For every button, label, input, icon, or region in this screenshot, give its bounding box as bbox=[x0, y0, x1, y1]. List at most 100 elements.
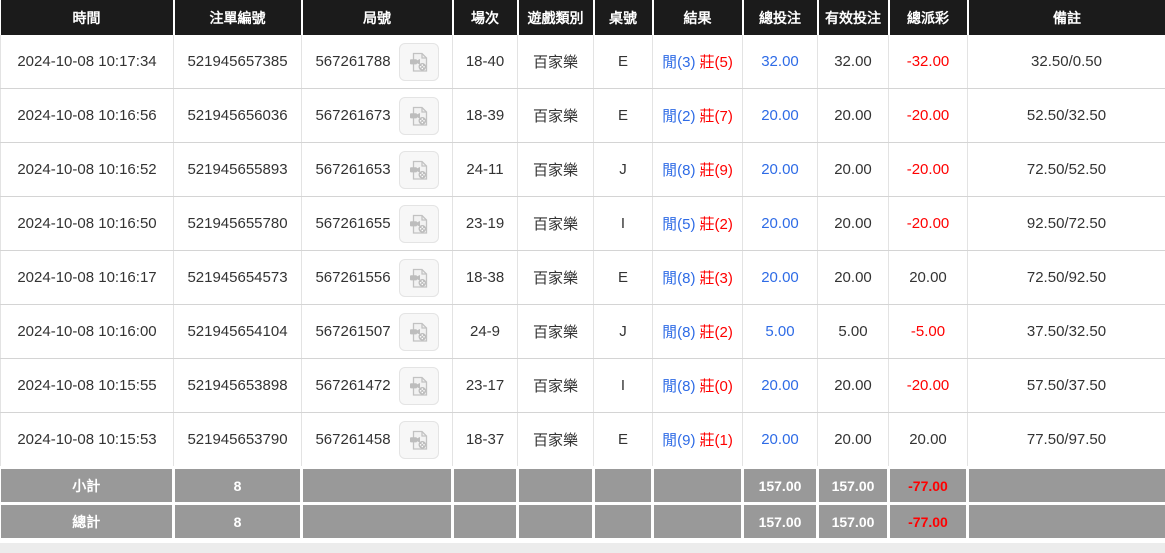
bet-id-cell: 521945655893 bbox=[173, 142, 302, 197]
summary-empty-game bbox=[517, 502, 595, 538]
summary-row: 總計 8 157.00 157.00 -77.00 bbox=[0, 502, 1165, 538]
session-cell: 23-17 bbox=[452, 358, 518, 413]
game-type-cell: 百家樂 bbox=[517, 196, 594, 251]
session-cell: 23-19 bbox=[452, 196, 518, 251]
summary-empty-table bbox=[593, 466, 654, 504]
time-cell: 2024-10-08 10:15:53 bbox=[0, 412, 174, 468]
video-file-icon bbox=[407, 212, 431, 236]
round-id-text: 567261472 bbox=[315, 377, 391, 394]
payout-cell: -5.00 bbox=[888, 304, 968, 359]
round-id-text: 567261653 bbox=[315, 161, 391, 178]
video-file-icon bbox=[407, 158, 431, 182]
result-player-value: 閒(2) bbox=[662, 108, 696, 125]
column-header-bet-id: 注單編號 bbox=[173, 0, 303, 35]
summary-empty-table bbox=[593, 502, 654, 538]
summary-row: 小計 8 157.00 157.00 -77.00 bbox=[0, 466, 1165, 504]
summary-valid-bet: 157.00 bbox=[817, 466, 890, 504]
table-footer: 小計 8 157.00 157.00 -77.00 總計 8 157.00 15… bbox=[0, 466, 1165, 538]
summary-total-bet: 157.00 bbox=[742, 466, 819, 504]
time-cell: 2024-10-08 10:15:55 bbox=[0, 358, 174, 413]
summary-payout: -77.00 bbox=[888, 466, 969, 504]
total-bet-cell: 20.00 bbox=[742, 250, 818, 305]
result-player-value: 閒(8) bbox=[662, 162, 696, 179]
result-player-value: 閒(8) bbox=[662, 324, 696, 341]
total-bet-cell: 20.00 bbox=[742, 358, 818, 413]
result-banker-value: 莊(0) bbox=[699, 378, 733, 395]
table-row: 2024-10-08 10:15:53 521945653790 5672614… bbox=[0, 412, 1165, 468]
bet-id-cell: 521945653790 bbox=[173, 412, 302, 468]
table-row: 2024-10-08 10:16:56 521945656036 5672616… bbox=[0, 88, 1165, 143]
summary-empty-note bbox=[967, 466, 1165, 504]
video-replay-button[interactable] bbox=[398, 312, 439, 351]
video-replay-button[interactable] bbox=[398, 42, 439, 81]
note-cell: 92.50/72.50 bbox=[967, 196, 1165, 251]
note-cell: 32.50/0.50 bbox=[967, 35, 1165, 89]
result-player-value: 閒(9) bbox=[662, 432, 696, 449]
result-cell: 閒(8) 莊(2) bbox=[652, 304, 743, 359]
video-replay-button[interactable] bbox=[398, 96, 439, 135]
summary-empty-session bbox=[452, 502, 519, 538]
note-cell: 77.50/97.50 bbox=[967, 412, 1165, 468]
summary-total-bet: 157.00 bbox=[742, 502, 819, 538]
session-cell: 18-40 bbox=[452, 35, 518, 89]
valid-bet-cell: 20.00 bbox=[817, 88, 889, 143]
bet-id-cell: 521945654573 bbox=[173, 250, 302, 305]
session-cell: 18-38 bbox=[452, 250, 518, 305]
column-header-result: 結果 bbox=[652, 0, 744, 35]
valid-bet-cell: 20.00 bbox=[817, 196, 889, 251]
time-cell: 2024-10-08 10:16:00 bbox=[0, 304, 174, 359]
total-bet-cell: 20.00 bbox=[742, 196, 818, 251]
result-player-value: 閒(8) bbox=[662, 378, 696, 395]
bet-id-cell: 521945654104 bbox=[173, 304, 302, 359]
round-id-text: 567261507 bbox=[315, 323, 391, 340]
note-cell: 57.50/37.50 bbox=[967, 358, 1165, 413]
video-replay-button[interactable] bbox=[398, 420, 439, 459]
summary-empty-round bbox=[301, 502, 454, 538]
summary-label: 總計 bbox=[0, 502, 175, 538]
valid-bet-cell: 20.00 bbox=[817, 142, 889, 197]
table-row: 2024-10-08 10:16:17 521945654573 5672615… bbox=[0, 250, 1165, 305]
valid-bet-cell: 20.00 bbox=[817, 250, 889, 305]
video-replay-button[interactable] bbox=[398, 150, 439, 189]
total-bet-cell: 32.00 bbox=[742, 35, 818, 89]
result-banker-value: 莊(9) bbox=[699, 162, 733, 179]
column-header-note: 備註 bbox=[967, 0, 1165, 35]
payout-cell: -20.00 bbox=[888, 88, 968, 143]
table-no-cell: E bbox=[593, 35, 653, 89]
column-header-session: 場次 bbox=[452, 0, 519, 35]
table-row: 2024-10-08 10:16:50 521945655780 5672616… bbox=[0, 196, 1165, 251]
note-cell: 72.50/52.50 bbox=[967, 142, 1165, 197]
game-type-cell: 百家樂 bbox=[517, 88, 594, 143]
table-row: 2024-10-08 10:15:55 521945653898 5672614… bbox=[0, 358, 1165, 413]
game-type-cell: 百家樂 bbox=[517, 35, 594, 89]
round-id-cell: 567261507 bbox=[301, 304, 453, 359]
time-cell: 2024-10-08 10:16:17 bbox=[0, 250, 174, 305]
payout-cell: 20.00 bbox=[888, 412, 968, 468]
video-file-icon bbox=[407, 374, 431, 398]
round-id-text: 567261655 bbox=[315, 215, 391, 232]
total-bet-cell: 20.00 bbox=[742, 142, 818, 197]
video-file-icon bbox=[407, 104, 431, 128]
round-id-cell: 567261458 bbox=[301, 412, 453, 468]
game-type-cell: 百家樂 bbox=[517, 250, 594, 305]
result-cell: 閒(5) 莊(2) bbox=[652, 196, 743, 251]
result-banker-value: 莊(1) bbox=[699, 432, 733, 449]
result-banker-value: 莊(3) bbox=[699, 270, 733, 287]
column-header-game-type: 遊戲類別 bbox=[517, 0, 595, 35]
table-no-cell: E bbox=[593, 412, 653, 468]
payout-cell: -32.00 bbox=[888, 35, 968, 89]
table-no-cell: J bbox=[593, 304, 653, 359]
total-bet-cell: 20.00 bbox=[742, 88, 818, 143]
video-file-icon bbox=[407, 50, 431, 74]
video-replay-button[interactable] bbox=[398, 366, 439, 405]
result-banker-value: 莊(5) bbox=[699, 54, 733, 71]
video-file-icon bbox=[407, 266, 431, 290]
video-replay-button[interactable] bbox=[398, 258, 439, 297]
time-cell: 2024-10-08 10:16:50 bbox=[0, 196, 174, 251]
result-cell: 閒(8) 莊(9) bbox=[652, 142, 743, 197]
note-cell: 37.50/32.50 bbox=[967, 304, 1165, 359]
summary-empty-round bbox=[301, 466, 454, 504]
video-replay-button[interactable] bbox=[398, 204, 439, 243]
bet-id-cell: 521945656036 bbox=[173, 88, 302, 143]
payout-cell: -20.00 bbox=[888, 358, 968, 413]
